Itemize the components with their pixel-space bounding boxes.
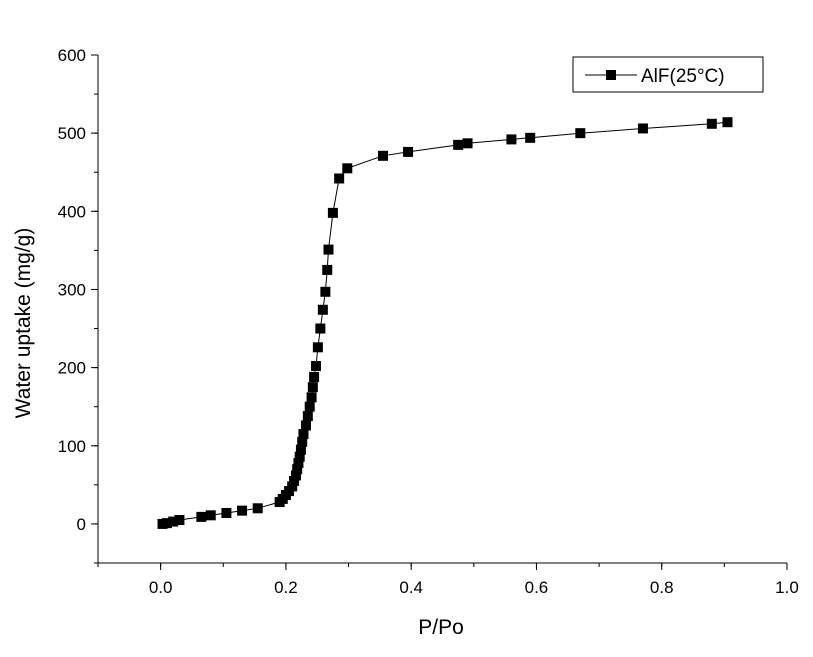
data-point [309,371,320,382]
y-ticks: 0 100 200 300 400 500 600 [58,46,98,564]
y-tick-label: 100 [58,437,86,456]
data-point [320,286,331,297]
data-point [289,475,300,486]
axes [97,55,787,564]
data-point [323,244,334,255]
data-point [637,123,648,134]
y-tick-label: 400 [58,202,86,221]
data-point [315,323,326,334]
data-point [462,138,473,149]
y-tick-label: 200 [58,359,86,378]
legend-marker [606,70,616,80]
data-point [174,515,185,526]
data-point [342,163,353,174]
x-axis-title: P/Po [418,616,464,639]
x-tick-label: 0.8 [650,578,674,597]
x-tick-label: 0.2 [274,578,298,597]
data-point [237,505,248,516]
data-point [327,207,338,218]
data-point [161,518,172,529]
x-tick-label: 0.6 [525,578,549,597]
data-point [310,361,321,372]
series-line [162,121,728,525]
data-point [302,411,313,422]
data-point [334,173,345,184]
data-point [252,503,263,514]
data-point [292,464,303,475]
series-line-layer [162,121,728,525]
data-point [575,128,586,139]
data-point [294,451,305,462]
data-point [290,470,301,481]
data-point [322,264,333,275]
data-point [317,304,328,315]
data-point [287,481,298,492]
data-points [157,117,733,529]
data-point [403,146,414,157]
data-point [722,117,733,128]
data-point [298,429,309,440]
data-point [168,516,179,527]
data-point [221,507,232,518]
data-point [312,342,323,353]
data-point [205,510,216,521]
data-point [453,139,464,150]
y-tick-label: 500 [58,124,86,143]
data-point [304,401,315,412]
x-tick-label: 0.0 [149,578,173,597]
legend: AlF(25°C) [572,56,764,93]
y-tick-label: 600 [58,46,86,65]
x-tick-label: 1.0 [775,578,799,597]
data-point [300,420,311,431]
data-point [306,392,317,403]
data-point [506,134,517,145]
x-ticks: 0.0 0.2 0.4 0.6 0.8 1.0 [97,563,799,597]
data-point [706,118,717,129]
data-point [377,150,388,161]
y-axis-title: Water uptake (mg/g) [12,228,35,419]
data-point [525,132,536,143]
data-point [297,436,308,447]
x-tick-label: 0.4 [399,578,423,597]
y-tick-label: 0 [77,515,86,534]
data-point [196,511,207,522]
data-point [293,457,304,468]
data-point [295,444,306,455]
y-tick-label: 300 [58,280,86,299]
data-point [307,382,318,393]
legend-label: AlF(25°C) [641,66,725,87]
